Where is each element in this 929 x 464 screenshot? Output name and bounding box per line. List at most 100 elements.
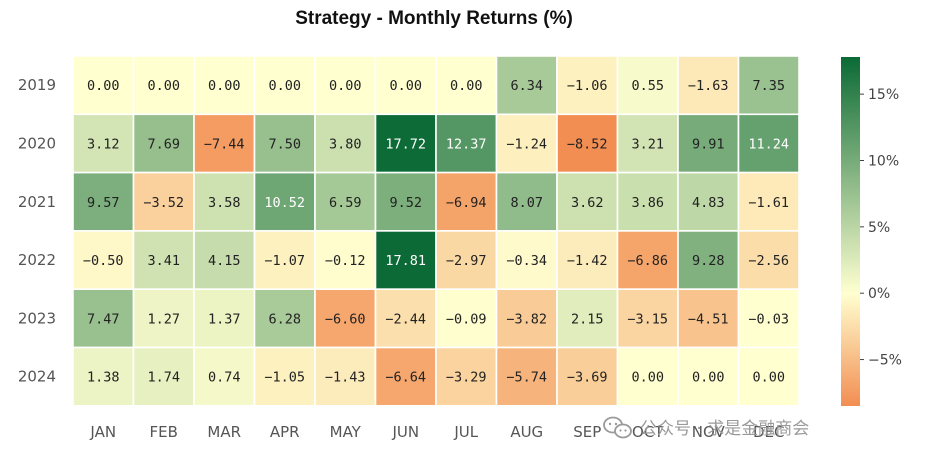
cell-label: 2.15: [571, 311, 604, 327]
heatmap-cell: [72, 230, 135, 290]
column-label: JUN: [391, 423, 419, 441]
cell-label: −1.43: [325, 370, 366, 386]
heatmap-cell: [435, 288, 498, 349]
cell-label: 0.00: [208, 78, 241, 94]
colorbar-tick-label: −5%: [868, 353, 902, 369]
cell-label: 0.00: [329, 78, 362, 94]
heatmap-cell: [737, 55, 800, 116]
cell-label: −1.63: [688, 78, 729, 94]
heatmap-cell: [495, 346, 558, 407]
heatmap-cell: [314, 288, 377, 349]
heatmap-cell: [435, 113, 498, 174]
heatmap-cell: [72, 55, 135, 116]
colorbar: −5% 0% 5% 10% 15%: [841, 57, 902, 406]
cell-label: 7.35: [752, 78, 785, 94]
column-label: SEP: [573, 423, 601, 441]
heatmap-cell: [374, 230, 437, 290]
heatmap-cell: [435, 346, 498, 407]
cell-label: 6.59: [329, 195, 362, 211]
cell-label: 3.86: [631, 195, 664, 211]
cell-label: 3.58: [208, 195, 241, 211]
cell-label: −3.15: [627, 311, 668, 327]
heatmap-cell: [556, 346, 619, 407]
cell-label: −6.64: [385, 370, 426, 386]
heatmap-cell: [495, 113, 558, 174]
cell-label: −7.44: [204, 136, 245, 152]
cell-label: 9.57: [87, 195, 120, 211]
cell-label: −1.05: [264, 370, 305, 386]
cell-label: −1.06: [567, 78, 608, 94]
heatmap-cell: [616, 113, 679, 174]
heatmap-cell: [616, 346, 679, 407]
heatmap-cell: [737, 171, 800, 232]
chart-title: Strategy - Monthly Returns (%): [295, 8, 573, 29]
heatmap-cell: [72, 288, 135, 349]
cell-label: 0.00: [692, 370, 725, 386]
heatmap-cells: 0.00 0.00 0.00 0.00 0.00 0.00 0.00 6.34 −1.06 0.5…: [72, 55, 800, 407]
heatmap-cell: [374, 55, 437, 116]
row-label: 2023: [18, 309, 56, 327]
cell-label: 7.50: [268, 136, 301, 152]
heatmap-cell: [72, 346, 135, 407]
heatmap-cell: [253, 171, 316, 232]
cell-label: 0.00: [389, 78, 422, 94]
cell-label: −1.42: [567, 253, 608, 269]
cell-label: −1.24: [506, 136, 547, 152]
colorbar-tick-label: 0%: [868, 286, 890, 302]
cell-label: 9.52: [389, 195, 422, 211]
heatmap-cell: [677, 230, 740, 290]
row-label: 2021: [18, 193, 56, 211]
heatmap-cell: [132, 113, 195, 174]
cell-label: 1.74: [147, 370, 180, 386]
column-label: MAY: [330, 423, 362, 441]
heatmap-cell: [253, 113, 316, 174]
cell-label: 4.15: [208, 253, 241, 269]
cell-label: −4.51: [688, 311, 729, 327]
cell-label: −3.52: [143, 195, 184, 211]
column-label: AUG: [510, 423, 543, 441]
cell-label: −5.74: [506, 370, 547, 386]
cell-label: 0.55: [631, 78, 664, 94]
cell-label: 9.91: [692, 136, 725, 152]
cell-label: 1.37: [208, 311, 241, 327]
heatmap-cell: [314, 113, 377, 174]
cell-label: 6.28: [268, 311, 301, 327]
cell-label: 8.07: [510, 195, 543, 211]
cell-label: 9.28: [692, 253, 725, 269]
column-label: MAR: [207, 423, 241, 441]
heatmap-cell: [132, 346, 195, 407]
cell-label: 3.80: [329, 136, 362, 152]
cell-label: −3.69: [567, 370, 608, 386]
cell-label: 3.62: [571, 195, 604, 211]
cell-label: 1.38: [87, 370, 120, 386]
heatmap-cell: [556, 230, 619, 290]
heatmap-cell: [374, 346, 437, 407]
cell-label: −0.34: [506, 253, 547, 269]
cell-label: −2.97: [446, 253, 487, 269]
cell-label: 1.27: [147, 311, 180, 327]
cell-label: −0.03: [748, 311, 789, 327]
colorbar-gradient: [841, 57, 860, 406]
heatmap-cell: [616, 230, 679, 290]
heatmap-cell: [737, 113, 800, 174]
cell-label: 10.52: [264, 195, 305, 211]
cell-label: 4.83: [692, 195, 725, 211]
cell-label: 11.24: [748, 136, 789, 152]
cell-label: 3.12: [87, 136, 120, 152]
wechat-icon: [603, 416, 632, 439]
heatmap-cell: [556, 113, 619, 174]
colorbar-tick-label: 5%: [868, 220, 890, 236]
cell-label: 12.37: [446, 136, 487, 152]
cell-label: −3.82: [506, 311, 547, 327]
cell-label: −3.29: [446, 370, 487, 386]
column-labels: JAN FEB MAR APR MAY JUN JUL AUG SEP OCT NOV DEC: [89, 423, 784, 441]
cell-label: 6.34: [510, 78, 543, 94]
column-label: OCT: [632, 423, 664, 441]
cell-label: −8.52: [567, 136, 608, 152]
row-label: 2022: [18, 251, 56, 269]
cell-label: 0.00: [752, 370, 785, 386]
row-labels: 2019 2020 2021 2022 2023 2024: [18, 76, 56, 385]
cell-label: 3.21: [631, 136, 664, 152]
column-label: FEB: [150, 423, 178, 441]
